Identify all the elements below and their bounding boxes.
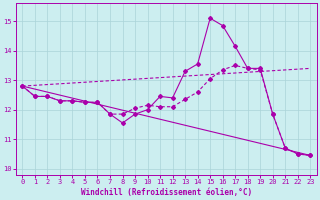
X-axis label: Windchill (Refroidissement éolien,°C): Windchill (Refroidissement éolien,°C) bbox=[81, 188, 252, 197]
